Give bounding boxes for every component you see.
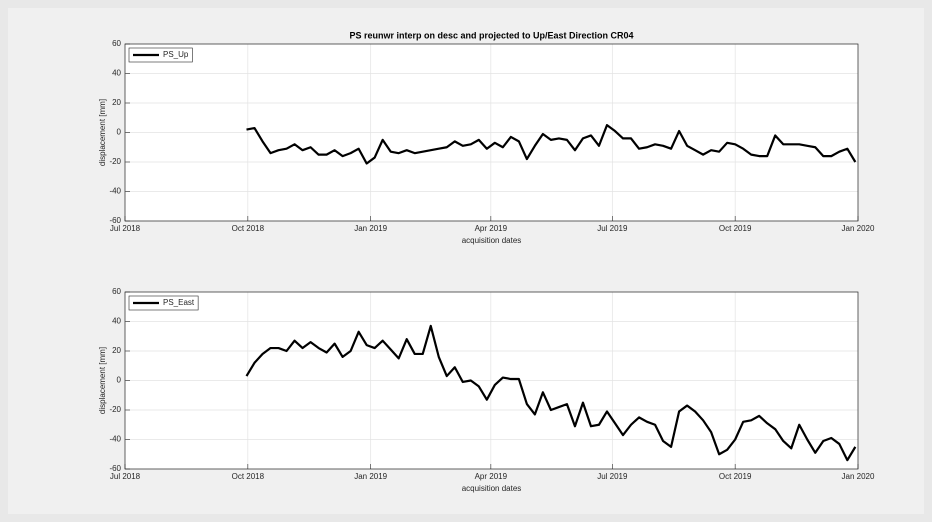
x-tick-label: Jan 2020 — [842, 224, 875, 233]
y-tick-label: 40 — [112, 69, 121, 78]
y-tick-label: 20 — [112, 346, 121, 355]
x-tick-label: Jul 2018 — [110, 472, 141, 481]
x-tick-label: Jul 2019 — [597, 472, 628, 481]
x-tick-label: Oct 2019 — [719, 224, 752, 233]
x-tick-label: Jul 2018 — [110, 224, 141, 233]
data-line — [245, 324, 857, 462]
x-tick-label: Jan 2019 — [354, 472, 387, 481]
y-axis-label: displacement [mm] — [98, 99, 107, 166]
y-tick-label: 40 — [112, 317, 121, 326]
legend-label: PS_Up — [163, 50, 189, 59]
chart-title: PS reunwr interp on desc and projected t… — [349, 30, 633, 40]
y-tick-label: 60 — [112, 39, 121, 48]
y-axis-label: displacement [mm] — [98, 347, 107, 414]
x-tick-label: Apr 2019 — [475, 472, 508, 481]
axes-box — [124, 291, 859, 470]
x-axis-label: acquisition dates — [462, 484, 522, 493]
y-tick-label: 0 — [117, 128, 122, 137]
legend: PS_East — [128, 295, 199, 311]
y-tick-label: -60 — [109, 216, 121, 225]
y-tick-label: -20 — [109, 157, 121, 166]
y-tick-label: 20 — [112, 98, 121, 107]
x-tick-label: Jan 2019 — [354, 224, 387, 233]
legend-label: PS_East — [163, 298, 195, 307]
x-tick-label: Apr 2019 — [475, 224, 508, 233]
x-tick-label: Oct 2018 — [232, 224, 265, 233]
x-axis-label: acquisition dates — [462, 236, 522, 245]
axes-box — [124, 43, 859, 222]
legend-box — [128, 295, 199, 311]
y-tick-label: 0 — [117, 376, 122, 385]
y-tick-label: -60 — [109, 464, 121, 473]
y-tick-label: 60 — [112, 287, 121, 296]
x-tick-label: Jul 2019 — [597, 224, 628, 233]
legend-box — [128, 47, 193, 63]
legend: PS_Up — [128, 47, 193, 63]
y-tick-label: -40 — [109, 435, 121, 444]
y-tick-label: -40 — [109, 187, 121, 196]
data-line — [246, 124, 857, 165]
x-tick-label: Jan 2020 — [842, 472, 875, 481]
x-tick-label: Oct 2019 — [719, 472, 752, 481]
x-tick-label: Oct 2018 — [232, 472, 265, 481]
y-tick-label: -20 — [109, 405, 121, 414]
